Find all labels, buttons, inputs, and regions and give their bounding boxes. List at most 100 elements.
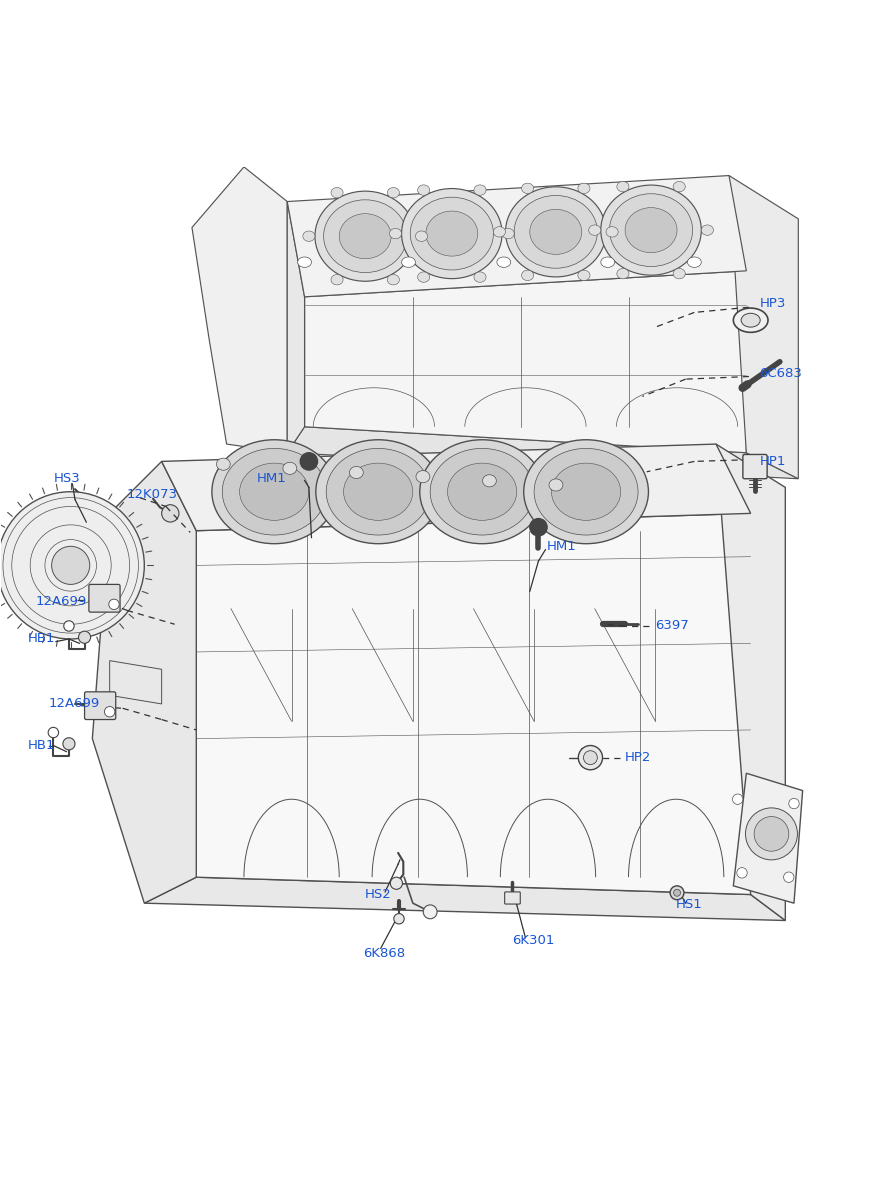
Bar (566, 623, 598, 656)
Ellipse shape (415, 230, 428, 241)
Text: HM1: HM1 (257, 473, 287, 485)
Ellipse shape (789, 798, 799, 809)
Ellipse shape (600, 185, 701, 275)
Ellipse shape (746, 808, 798, 860)
Ellipse shape (390, 877, 402, 889)
Polygon shape (109, 661, 162, 704)
Ellipse shape (494, 227, 506, 238)
Bar (566, 426, 598, 458)
Ellipse shape (673, 269, 686, 278)
Ellipse shape (701, 224, 713, 235)
Polygon shape (304, 271, 746, 452)
Ellipse shape (673, 181, 686, 192)
Ellipse shape (326, 449, 430, 535)
FancyBboxPatch shape (89, 584, 120, 612)
Ellipse shape (315, 191, 415, 281)
Bar (500, 492, 533, 524)
Ellipse shape (578, 270, 590, 281)
Polygon shape (288, 202, 304, 452)
Ellipse shape (109, 599, 119, 610)
Ellipse shape (331, 275, 343, 284)
Text: uderia: uderia (229, 536, 571, 629)
Ellipse shape (423, 905, 437, 919)
Polygon shape (144, 877, 786, 920)
Ellipse shape (506, 187, 606, 277)
Ellipse shape (63, 738, 75, 750)
Ellipse shape (534, 449, 638, 535)
Ellipse shape (216, 458, 230, 470)
Ellipse shape (300, 452, 317, 470)
Bar (533, 524, 566, 558)
Ellipse shape (578, 745, 602, 769)
Bar (631, 623, 664, 656)
Bar (533, 458, 566, 492)
Ellipse shape (420, 439, 545, 544)
Ellipse shape (394, 913, 404, 924)
Ellipse shape (497, 257, 511, 268)
Bar (631, 426, 664, 458)
Text: HS3: HS3 (53, 473, 80, 485)
Ellipse shape (754, 816, 789, 851)
Ellipse shape (474, 185, 486, 196)
FancyBboxPatch shape (743, 455, 767, 479)
Ellipse shape (302, 230, 315, 241)
Ellipse shape (401, 188, 502, 278)
Ellipse shape (670, 886, 684, 900)
Ellipse shape (617, 269, 629, 278)
Polygon shape (288, 175, 746, 296)
Ellipse shape (426, 211, 478, 256)
Polygon shape (733, 773, 803, 904)
Ellipse shape (687, 257, 701, 268)
Ellipse shape (48, 727, 58, 738)
Bar (631, 492, 664, 524)
Text: 6C683: 6C683 (760, 366, 802, 379)
Ellipse shape (530, 209, 581, 254)
Ellipse shape (737, 868, 747, 878)
Polygon shape (162, 444, 751, 530)
Circle shape (0, 492, 144, 638)
Bar (631, 558, 664, 590)
Ellipse shape (51, 546, 90, 584)
Ellipse shape (521, 184, 534, 193)
Ellipse shape (521, 270, 534, 281)
Ellipse shape (410, 197, 494, 270)
Text: HS1: HS1 (675, 899, 702, 912)
FancyBboxPatch shape (84, 692, 116, 720)
Ellipse shape (530, 518, 547, 536)
Ellipse shape (474, 272, 486, 282)
Ellipse shape (104, 707, 115, 716)
Ellipse shape (482, 475, 496, 487)
Ellipse shape (418, 272, 430, 282)
Ellipse shape (63, 620, 74, 631)
Ellipse shape (343, 463, 413, 521)
Polygon shape (729, 175, 799, 479)
Ellipse shape (549, 479, 563, 491)
Ellipse shape (222, 449, 326, 535)
Ellipse shape (418, 185, 430, 196)
Ellipse shape (609, 193, 693, 266)
Bar (566, 558, 598, 590)
Ellipse shape (784, 872, 794, 882)
Bar (500, 426, 533, 458)
Ellipse shape (162, 505, 179, 522)
Bar (566, 492, 598, 524)
Text: HM1: HM1 (547, 540, 577, 553)
Bar (598, 458, 631, 492)
Ellipse shape (323, 200, 407, 272)
Ellipse shape (588, 224, 600, 235)
Ellipse shape (733, 794, 743, 804)
Ellipse shape (212, 439, 336, 544)
Ellipse shape (416, 470, 430, 482)
Text: HB1: HB1 (28, 632, 55, 646)
Ellipse shape (388, 187, 400, 198)
Text: 6397: 6397 (655, 619, 689, 632)
Ellipse shape (339, 214, 391, 259)
Ellipse shape (430, 449, 534, 535)
Text: 12A699: 12A699 (49, 697, 100, 710)
FancyBboxPatch shape (505, 892, 521, 904)
Ellipse shape (298, 257, 311, 268)
Ellipse shape (625, 208, 677, 253)
Text: 6K868: 6K868 (363, 947, 406, 960)
Ellipse shape (733, 308, 768, 332)
Ellipse shape (401, 257, 415, 268)
